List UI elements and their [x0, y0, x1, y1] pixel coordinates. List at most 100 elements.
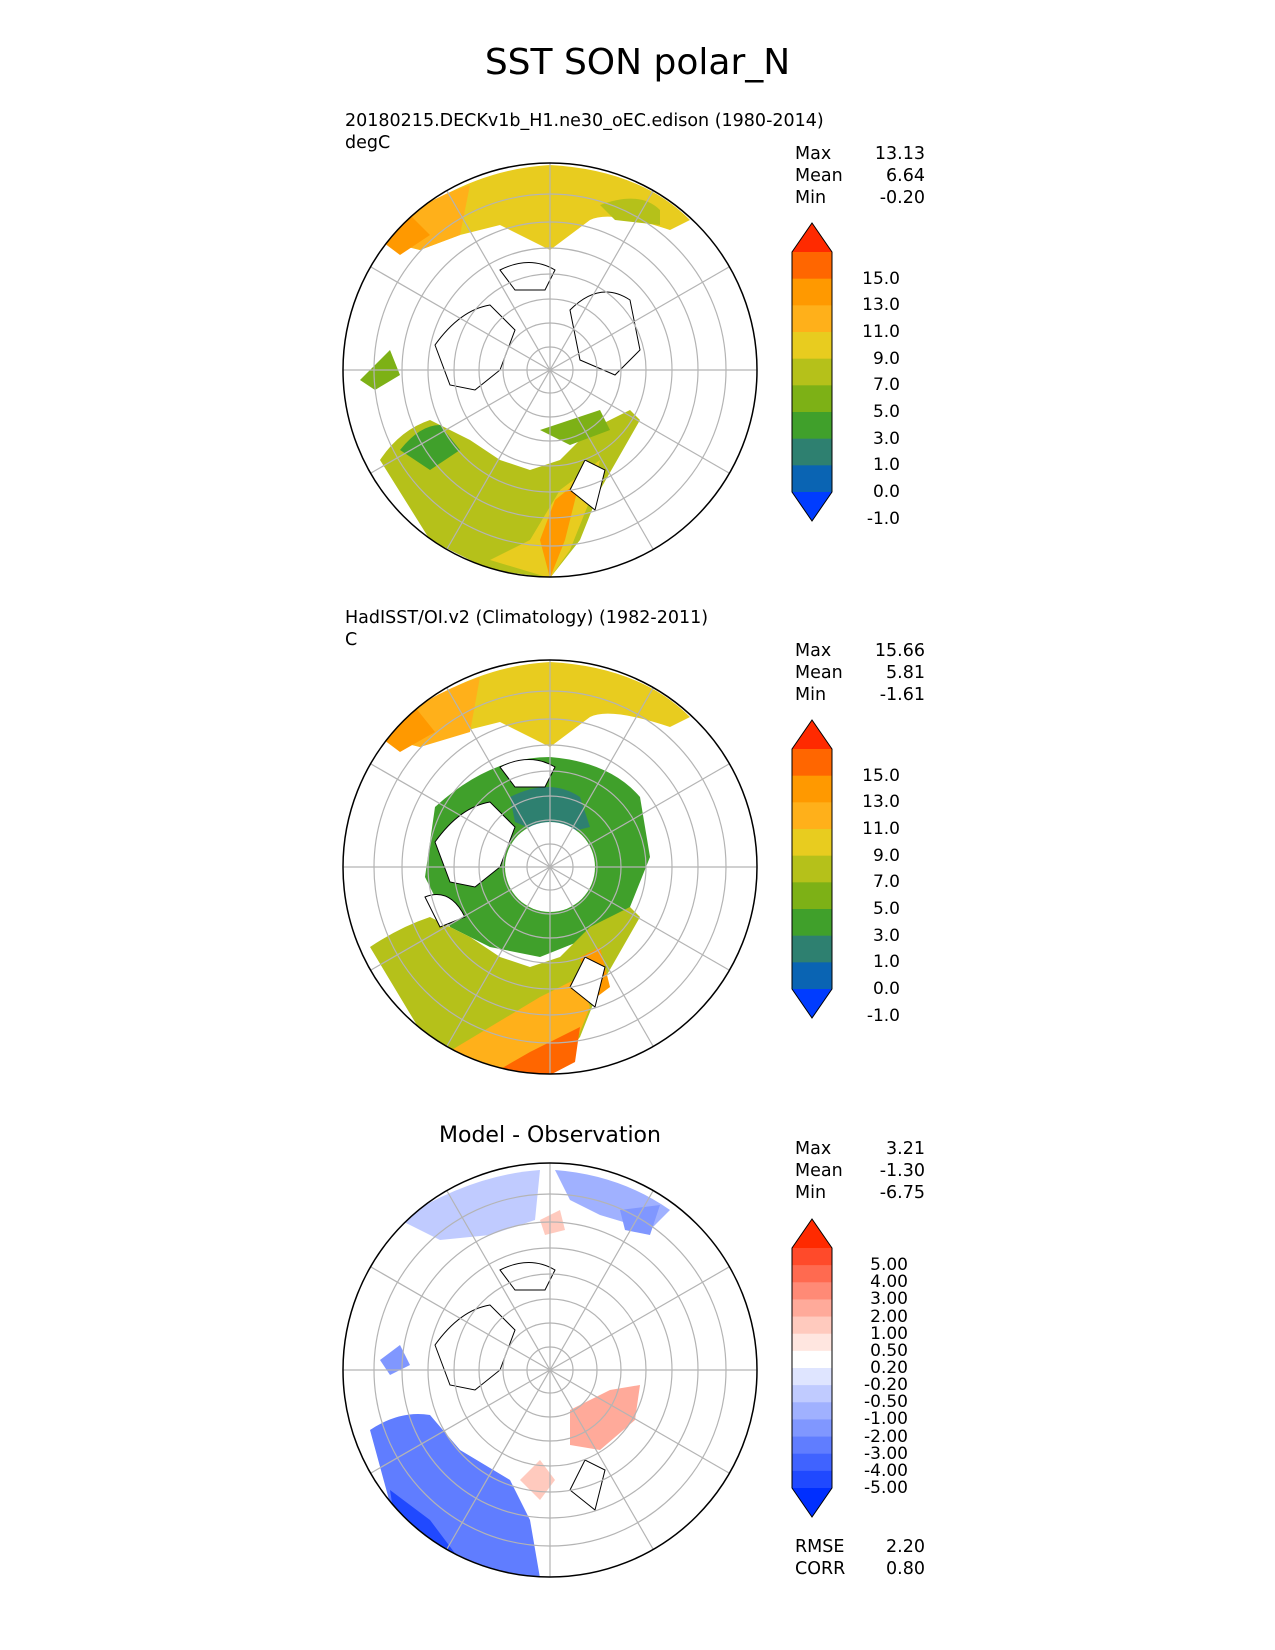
obs-colorbar-segment [792, 802, 832, 830]
obs-title-line: HadISST/OI.v2 (Climatology) (1982-2011) [345, 608, 709, 628]
diff-colorbar-segment [792, 1282, 832, 1300]
stat-label: Min [795, 685, 827, 705]
model-colorbar-outline [791, 222, 833, 522]
model-land-scandinavia [569, 459, 606, 511]
model-colorbar-tick-label: 13.0 [862, 295, 900, 316]
metric-value: 0.80 [886, 1559, 925, 1579]
obs-colorbar-tick-label: 11.0 [862, 819, 900, 839]
diff-colorbar-tick-label: -0.50 [864, 1392, 908, 1413]
diff-colorbar-tick-label: -4.00 [864, 1460, 908, 1481]
obs-panel-title: HadISST/OI.v2 (Climatology) (1982-2011) … [345, 607, 708, 651]
obs-polar-map [342, 659, 758, 1075]
obs-colorbar [791, 719, 833, 1019]
model-colorbar-segment [792, 278, 832, 306]
diff-northsea-warm [520, 1460, 555, 1500]
metric-label: CORR [795, 1559, 846, 1579]
stat-label: Min [795, 188, 827, 208]
obs-colorbar-extend-top [792, 720, 832, 749]
model-land-siberia [569, 291, 641, 376]
diff-colorbar-segment [792, 1470, 832, 1489]
diff-colorbar-segment [792, 1316, 832, 1335]
model-colorbar-segment [792, 252, 832, 280]
obs-gulfstream-field [490, 1027, 580, 1074]
model-colorbar-tick-label: -1.0 [866, 508, 900, 529]
diff-colorbar [791, 1218, 833, 1518]
obs-colorbar-tick-label: 1.0 [872, 952, 900, 973]
obs-colorbar-segment [792, 855, 832, 883]
obs-colorbar-tick-label: 15.0 [862, 765, 900, 786]
stat-label: Mean [795, 166, 843, 186]
stat-value: 5.81 [886, 663, 925, 683]
obs-colorbar-tick-label: 3.0 [872, 925, 900, 946]
diff-colorbar-outline [791, 1218, 833, 1518]
model-colorbar-tick-label: 9.0 [872, 348, 900, 369]
diff-colorbar-segment [792, 1419, 832, 1438]
diff-colorbar-labels: 5.00 4.00 3.00 2.00 1.00 0.50 0.20 -0.20 -0.50 -1… [838, 1218, 908, 1518]
model-land-canada [434, 304, 516, 391]
model-colorbar-labels: 15.0 13.0 11.0 9.0 7.0 5.0 3.0 1.0 0.0 -1.0 [840, 222, 900, 529]
stat-value: -1.30 [879, 1161, 925, 1181]
obs-colorbar-labels: 15.0 13.0 11.0 9.0 7.0 5.0 3.0 1.0 0.0 -1.0 [840, 719, 900, 1026]
diff-colorbar-segment [792, 1402, 832, 1420]
diff-colorbar-segment [792, 1248, 832, 1266]
diff-colorbar-segment [792, 1436, 832, 1455]
obs-stats: Max 15.66 Mean 5.81 Min -1.61 [795, 640, 925, 706]
obs-land-canada [434, 801, 516, 888]
diff-bering-coolest [620, 1205, 660, 1235]
stat-value: -0.20 [879, 188, 925, 208]
stat-value: 13.13 [874, 144, 925, 164]
diff-colorbar-tick-label: 0.20 [870, 1358, 908, 1378]
model-colorbar-segment [792, 358, 832, 386]
model-stats: Max 13.13 Mean 6.64 Min -0.20 [795, 143, 925, 209]
diff-graticule [343, 1163, 757, 1577]
diff-colorbar-segment [792, 1265, 832, 1283]
model-map-boundary [342, 162, 758, 578]
stat-value: 15.66 [874, 641, 925, 661]
diff-colorbar-tick-label: -0.20 [864, 1375, 908, 1396]
metric-label: RMSE [795, 1537, 845, 1557]
diff-colorbar-tick-label: 3.00 [870, 1289, 908, 1310]
diff-colorbar-tick-label: 0.50 [870, 1340, 908, 1361]
diff-polar-map [342, 1162, 758, 1578]
stat-value: 3.21 [886, 1139, 925, 1159]
model-colorbar-segment [792, 332, 832, 360]
obs-colorbar-tick-label: 9.0 [872, 845, 900, 866]
model-colorbar-tick-label: 11.0 [862, 322, 900, 342]
stat-value: -6.75 [879, 1183, 925, 1203]
obs-colorbar-segment [792, 749, 832, 777]
model-colorbar-extend-top [792, 223, 832, 252]
diff-nordic-warm [570, 1385, 640, 1450]
diff-colorbar-segment [792, 1385, 832, 1403]
stat-label: Min [795, 1183, 827, 1203]
diff-colorbar-tick-label: -2.00 [864, 1426, 908, 1447]
obs-colorbar-extend-bottom [792, 989, 832, 1018]
model-units-line: degC [345, 133, 391, 153]
diff-land-canada [434, 1304, 516, 1391]
diff-colorbar-tick-label: -3.00 [864, 1443, 908, 1464]
model-colorbar-segment [792, 305, 832, 333]
stat-label: Max [795, 1139, 832, 1159]
diff-colorbar-segment [792, 1453, 832, 1472]
diff-colorbar-tick-label: -1.00 [864, 1409, 908, 1430]
diff-colorbar-tick-label: 2.00 [870, 1306, 908, 1327]
model-graticule [343, 163, 757, 577]
model-colorbar-segment [792, 385, 832, 413]
obs-colorbar-segment [792, 909, 832, 937]
diff-colorbar-segment [792, 1368, 832, 1386]
diff-colorbar-tick-label: -5.00 [864, 1478, 908, 1498]
stat-label: Max [795, 641, 832, 661]
obs-colorbar-segment [792, 962, 832, 990]
obs-colorbar-segment [792, 882, 832, 910]
obs-colorbar-tick-label: -1.0 [866, 1005, 900, 1026]
metric-value: 2.20 [886, 1537, 925, 1557]
diff-colorbar-segment [792, 1350, 832, 1369]
stat-label: Mean [795, 1161, 843, 1181]
stat-label: Mean [795, 663, 843, 683]
model-colorbar-tick-label: 0.0 [872, 482, 900, 502]
obs-graticule [343, 660, 757, 1074]
obs-map-boundary [342, 659, 758, 1075]
model-labrador-field [400, 425, 460, 470]
diff-colorbar-segment [792, 1299, 832, 1318]
model-colorbar-segment [792, 438, 832, 466]
diff-panel-title: Model - Observation [439, 1123, 661, 1148]
